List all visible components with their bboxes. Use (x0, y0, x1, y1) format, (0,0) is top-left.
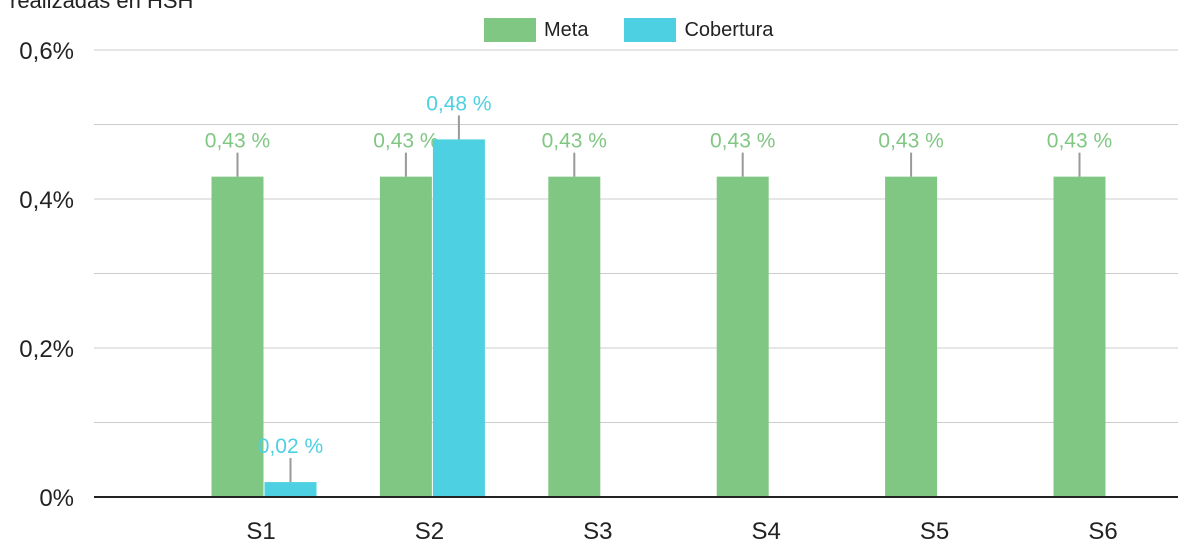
data-label-meta-s6: 0,43 % (1047, 130, 1112, 153)
chart-title: realizadas en HSH (10, 0, 194, 13)
x-tick-label: S3 (583, 518, 612, 545)
legend-item-cobertura: Cobertura (624, 18, 773, 42)
data-label-cobertura-s2: 0,48 % (426, 92, 491, 115)
legend-swatch-cobertura (624, 18, 677, 42)
data-label-cobertura-s1: 0,02 % (258, 435, 323, 458)
bar-meta-s5 (885, 176, 938, 497)
data-label-meta-s2: 0,43 % (373, 130, 438, 153)
legend-label-cobertura: Cobertura (684, 18, 774, 41)
y-tick-label: 0,2% (19, 336, 74, 363)
bar-meta-s6 (1053, 176, 1106, 497)
y-tick-label: 0,6% (19, 38, 74, 65)
x-tick-label: S4 (752, 518, 781, 545)
x-tick-label: S6 (1088, 518, 1117, 545)
bar-cobertura-s2 (432, 139, 485, 497)
data-label-meta-s3: 0,43 % (542, 130, 607, 153)
bar-meta-s4 (716, 176, 769, 497)
legend-label-meta: Meta (544, 18, 589, 41)
bar-cobertura-s1 (264, 482, 317, 497)
chart-legend: Meta Cobertura (484, 16, 809, 44)
legend-swatch-meta (484, 18, 536, 42)
x-tick-label: S5 (920, 518, 949, 545)
bar-meta-s3 (548, 176, 601, 497)
data-label-meta-s5: 0,43 % (878, 130, 943, 153)
data-label-meta-s4: 0,43 % (710, 130, 775, 153)
y-tick-label: 0,4% (19, 187, 74, 214)
x-tick-label: S1 (246, 518, 275, 545)
bar-meta-s1 (211, 176, 264, 497)
legend-item-meta: Meta (484, 18, 588, 42)
y-tick-label: 0% (39, 485, 74, 512)
x-tick-label: S2 (415, 518, 444, 545)
bar-meta-s2 (379, 176, 432, 497)
data-label-meta-s1: 0,43 % (205, 130, 270, 153)
